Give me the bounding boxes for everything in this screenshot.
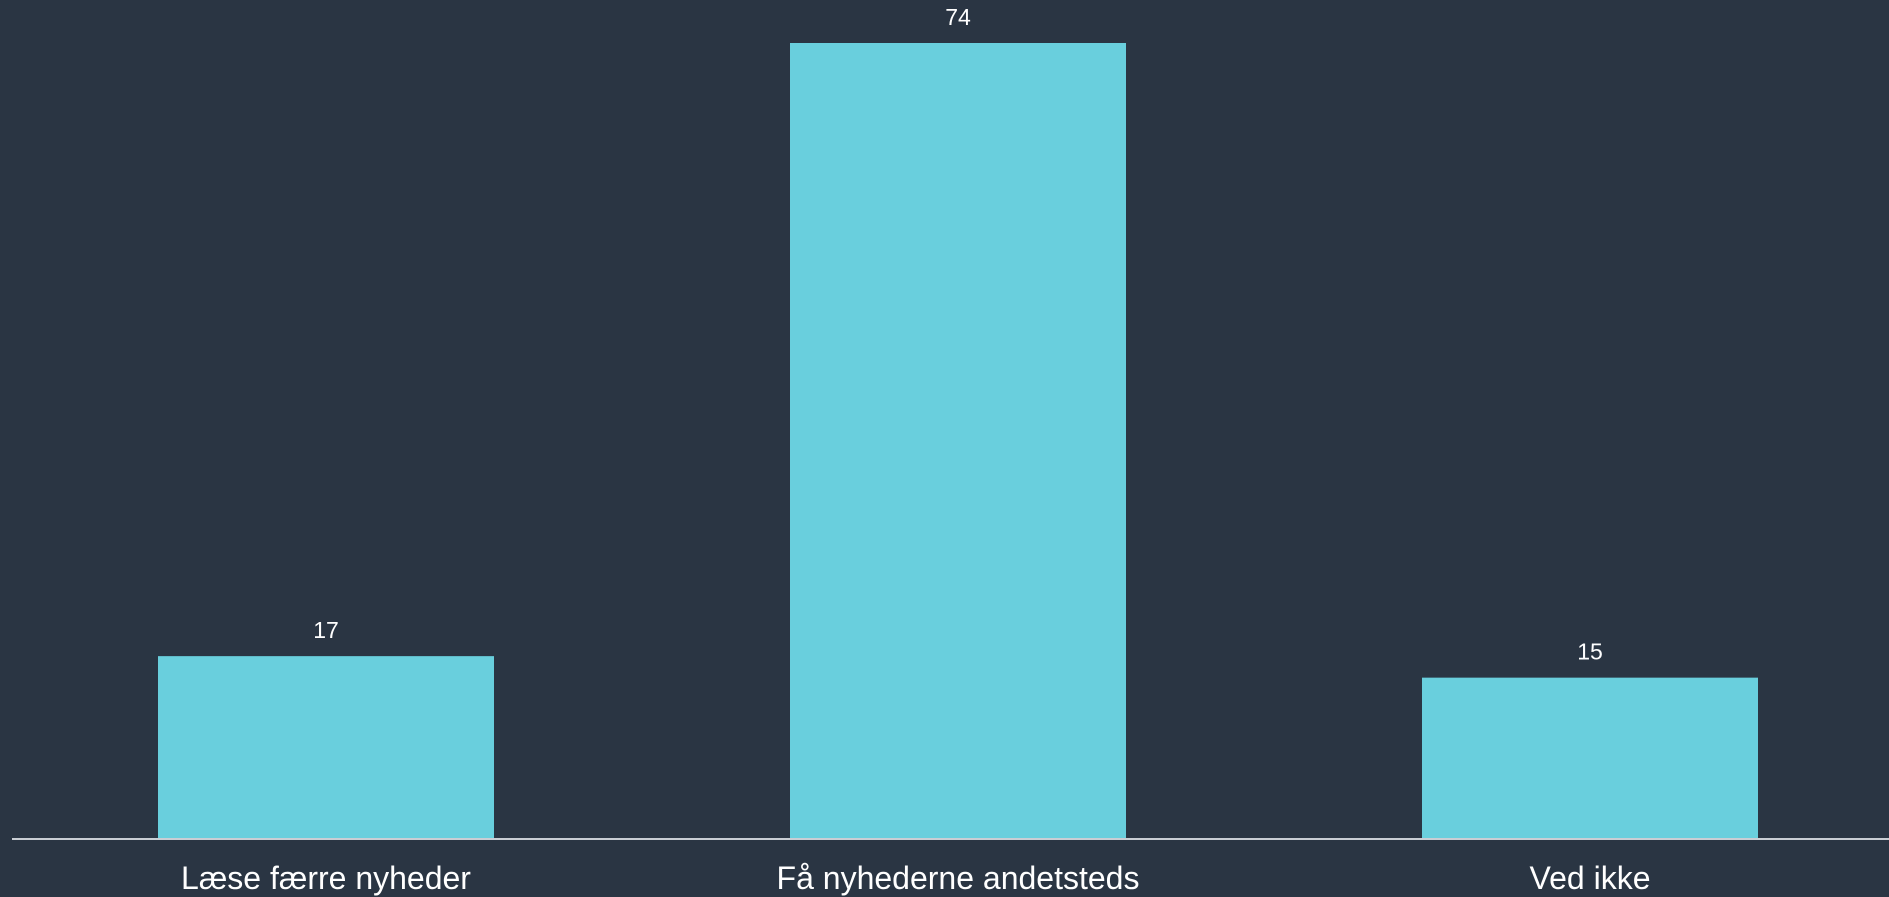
data-label-2: 74: [945, 4, 971, 30]
bar-3: [1422, 677, 1758, 839]
bars-group: [158, 43, 1758, 839]
labels-group: 17 Læse færre nyheder 74 Få nyhederne andet…: [181, 4, 1650, 896]
category-label-3: Ved ikke: [1530, 860, 1651, 896]
data-label-1: 17: [313, 617, 339, 643]
data-label-3: 15: [1577, 639, 1603, 665]
category-label-2: Få nyhederne andetsteds: [777, 860, 1140, 896]
bar-1: [158, 656, 494, 839]
category-label-1: Læse færre nyheder: [181, 860, 471, 896]
bar-2: [790, 43, 1126, 839]
